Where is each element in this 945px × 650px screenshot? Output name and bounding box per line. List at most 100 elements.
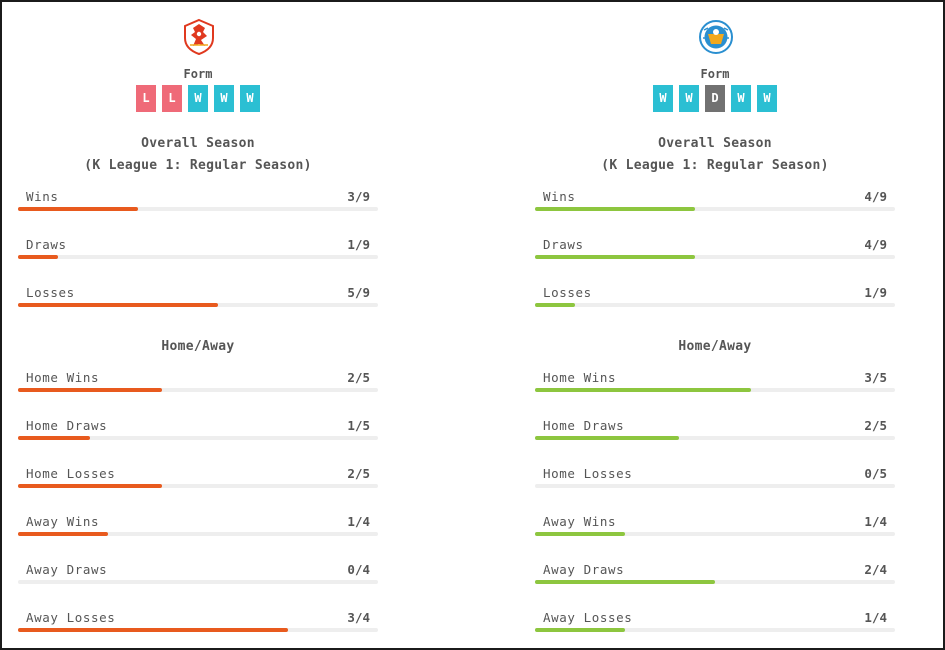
stat-row-home-draws: Home Draws 2/5 [535, 418, 895, 448]
stat-bar-track [535, 207, 895, 211]
stat-row-away-wins: Away Wins 1/4 [18, 514, 378, 544]
stat-value: 3/9 [347, 189, 370, 204]
stat-bar-track [535, 484, 895, 488]
stat-bar-track [535, 388, 895, 392]
stat-bar-fill [535, 255, 695, 259]
stat-value: 1/9 [864, 285, 887, 300]
overall-season-subtitle: (K League 1: Regular Season) [601, 158, 829, 173]
stat-bar-track [18, 628, 378, 632]
stat-bar-fill [18, 303, 218, 307]
form-pill: L [136, 85, 156, 112]
stat-row-home-losses: Home Losses 2/5 [18, 466, 378, 496]
stat-row-losses: Losses 1/9 [535, 285, 895, 315]
stat-bar-fill [18, 436, 90, 440]
stat-label: Away Draws [543, 562, 625, 577]
stat-bar-track [535, 628, 895, 632]
stat-bar-track [18, 436, 378, 440]
stat-bar-fill [535, 628, 625, 632]
stat-value: 4/9 [864, 237, 887, 252]
form-pill: W [188, 85, 208, 112]
stat-label: Home Losses [26, 466, 116, 481]
stat-row-home-draws: Home Draws 1/5 [18, 418, 378, 448]
stat-bar-fill [18, 207, 138, 211]
stat-value: 1/9 [347, 237, 370, 252]
red-crest-icon [181, 18, 217, 56]
stat-row-away-draws: Away Draws 0/4 [18, 562, 378, 592]
stat-bar-track [18, 532, 378, 536]
form-pill: L [162, 85, 182, 112]
stat-label: Wins [26, 189, 59, 204]
stat-bar-fill [535, 303, 575, 307]
stat-row-draws: Draws 1/9 [18, 237, 378, 267]
stat-label: Losses [26, 285, 75, 300]
form-label: Form [183, 67, 213, 81]
overall-season-title: Overall Season [658, 136, 772, 151]
stat-row-away-wins: Away Wins 1/4 [535, 514, 895, 544]
stat-bar-track [18, 207, 378, 211]
stat-label: Draws [26, 237, 67, 252]
form-pill: D [705, 85, 725, 112]
stat-label: Away Wins [26, 514, 100, 529]
stat-value: 4/9 [864, 189, 887, 204]
stat-label: Home Draws [543, 418, 625, 433]
stat-value: 1/5 [347, 418, 370, 433]
stat-bar-track [535, 303, 895, 307]
stat-label: Away Draws [26, 562, 108, 577]
stat-value: 0/5 [864, 466, 887, 481]
stat-label: Losses [543, 285, 592, 300]
form-label: Form [700, 67, 730, 81]
form-pill: W [757, 85, 777, 112]
stat-value: 2/5 [347, 466, 370, 481]
home-away-title: Home/Away [161, 339, 235, 354]
stat-value: 1/4 [864, 610, 887, 625]
stat-bar-fill [535, 436, 679, 440]
stat-bar-fill [18, 388, 162, 392]
stat-value: 2/5 [347, 370, 370, 385]
stat-bar-track [18, 388, 378, 392]
stat-value: 1/4 [864, 514, 887, 529]
stat-value: 3/4 [347, 610, 370, 625]
stat-label: Draws [543, 237, 584, 252]
stat-bar-fill [18, 532, 108, 536]
overall-season-subtitle: (K League 1: Regular Season) [84, 158, 312, 173]
stat-value: 3/5 [864, 370, 887, 385]
stat-row-wins: Wins 3/9 [18, 189, 378, 219]
form-pill: W [731, 85, 751, 112]
stat-row-away-losses: Away Losses 1/4 [535, 610, 895, 640]
stat-label: Away Losses [543, 610, 633, 625]
stat-row-wins: Wins 4/9 [535, 189, 895, 219]
stat-row-draws: Draws 4/9 [535, 237, 895, 267]
stat-value: 2/4 [864, 562, 887, 577]
stat-label: Home Wins [543, 370, 617, 385]
stat-value: 1/4 [347, 514, 370, 529]
stat-bar-track [18, 484, 378, 488]
form-pill: W [214, 85, 234, 112]
blue-crest-icon [698, 18, 734, 56]
form-pill: W [240, 85, 260, 112]
stat-bar-track [535, 255, 895, 259]
stat-value: 5/9 [347, 285, 370, 300]
stat-label: Away Losses [26, 610, 116, 625]
stat-bar-track [535, 532, 895, 536]
stat-row-home-wins: Home Wins 2/5 [18, 370, 378, 400]
stat-bar-fill [535, 207, 695, 211]
home-away-title: Home/Away [678, 339, 752, 354]
stat-bar-track [18, 580, 378, 584]
stat-bar-fill [18, 628, 288, 632]
stat-bar-fill [18, 255, 58, 259]
stat-row-away-draws: Away Draws 2/4 [535, 562, 895, 592]
stat-label: Wins [543, 189, 576, 204]
overall-season-title: Overall Season [141, 136, 255, 151]
stat-label: Home Losses [543, 466, 633, 481]
stat-row-away-losses: Away Losses 3/4 [18, 610, 378, 640]
form-pill: W [679, 85, 699, 112]
stat-value: 2/5 [864, 418, 887, 433]
stat-bar-fill [535, 532, 625, 536]
stat-label: Home Draws [26, 418, 108, 433]
stat-row-home-wins: Home Wins 3/5 [535, 370, 895, 400]
stat-bar-track [535, 436, 895, 440]
form-pill: W [653, 85, 673, 112]
